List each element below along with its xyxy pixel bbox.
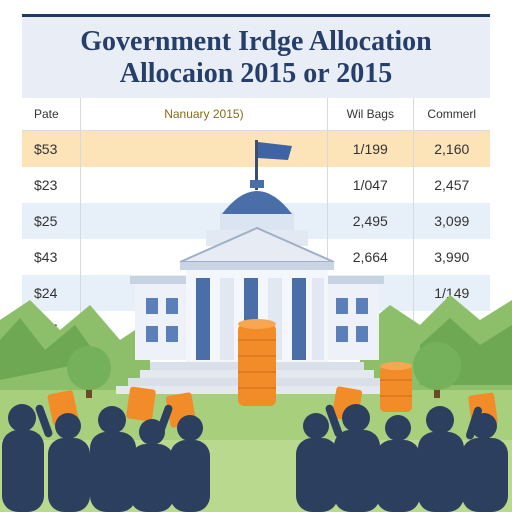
table-cell: $25 <box>34 213 58 229</box>
table-cell: 1/199 <box>327 131 412 167</box>
table-cell: 2,495 <box>327 203 412 239</box>
header-cell-commerl: Commerl <box>412 98 491 130</box>
header-cell-date: Nanuary 2015) <box>79 98 327 130</box>
table-header-row: Pate Nanuary 2015) Wil Bags Commerl <box>22 98 490 131</box>
crowd-silhouettes <box>2 404 508 512</box>
table-cell: $53 <box>34 141 58 157</box>
bush-left <box>67 346 111 398</box>
title-banner: Government Irdge Allocation Allocaion 20… <box>22 14 490 99</box>
table-row: $25 2,495 3,099 <box>22 203 490 239</box>
table-cell <box>79 203 327 239</box>
table-cell: 3,099 <box>412 203 491 239</box>
header-cell-bags: Wil Bags <box>327 98 412 130</box>
table-cell: 3,990 <box>412 239 491 275</box>
table-cell: $23 <box>34 177 58 193</box>
lawn <box>0 390 512 512</box>
table-cell: 1/149 <box>412 275 491 311</box>
table-row: $53 1/199 2,160 <box>22 131 490 167</box>
bush-right <box>413 342 461 398</box>
table-cell: $24 <box>34 285 58 301</box>
table-cell: 2,664 <box>327 239 412 275</box>
table-cell <box>79 311 327 347</box>
table-cell: 2,160 <box>412 131 491 167</box>
lawn-stripe <box>0 440 512 512</box>
table-row: $24 1/149 <box>22 275 490 311</box>
table-cell: 3,470 <box>412 311 491 347</box>
allocation-table: Pate Nanuary 2015) Wil Bags Commerl $53 … <box>22 98 490 347</box>
table-cell <box>327 311 412 347</box>
table-cell <box>79 167 327 203</box>
table-cell: $43 <box>34 249 58 265</box>
table-cell: 1/047 <box>327 167 412 203</box>
table-cell <box>79 131 327 167</box>
title-line-1: Government Irdge Allocation <box>80 26 432 57</box>
title-line-2: Allocaion 2015 or 2015 <box>119 58 393 89</box>
table-cell <box>327 275 412 311</box>
header-cell-pate: Pate <box>34 107 59 121</box>
protest-signs <box>47 386 498 428</box>
table-cell: 2,457 <box>412 167 491 203</box>
table-row: $43 2,664 3,990 <box>22 239 490 275</box>
table-cell <box>79 275 327 311</box>
table-cell <box>79 239 327 275</box>
table-cell: $47 <box>34 321 58 337</box>
table-row: $23 1/047 2,457 <box>22 167 490 203</box>
table-row: $47 3,470 <box>22 311 490 347</box>
coin-stack-right <box>380 362 412 412</box>
